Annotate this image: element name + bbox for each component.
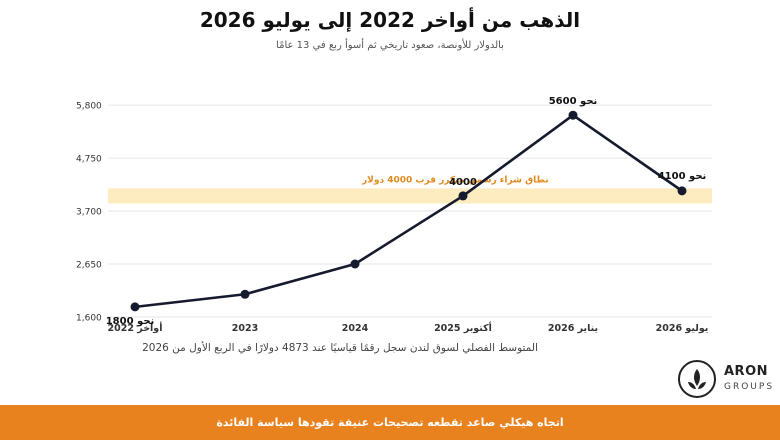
x-tick-label: يناير 2026 <box>548 323 598 334</box>
data-label: نحو 5600 <box>549 96 598 107</box>
x-tick-label: أكتوبر 2025 <box>434 321 492 334</box>
data-label: نحو 1800 <box>106 316 155 327</box>
data-point <box>677 186 687 196</box>
data-label: نحو 4100 <box>658 171 707 182</box>
band-layer: نطاق شراء رسمي متكرر قرب 4000 دولار <box>108 175 712 204</box>
x-tick-label: أواخر 2022 <box>108 321 163 334</box>
line-layer <box>130 110 687 312</box>
x-tick-label: 2023 <box>232 323 258 334</box>
label-layer: نحو 1800 4000 نحو 5600 نحو 4100 أواخر 2022 20… <box>106 96 709 334</box>
logo-subtitle: GROUPS <box>724 382 775 392</box>
chart-footnote: المتوسط الفصلي لسوق لندن سجل رقمًا قياسي… <box>142 342 538 354</box>
logo-name: ARON <box>724 364 769 379</box>
data-label: 4000 <box>449 177 477 188</box>
y-tick-label: 5,800 <box>76 102 102 112</box>
y-tick-label: 2,650 <box>76 261 102 271</box>
gold-price-line-chart: 1,600 2,650 3,700 4,750 5,800 نطاق شراء رسمي… <box>76 96 712 334</box>
aron-groups-logo: ARON GROUPS <box>678 358 778 402</box>
grid-layer: 1,600 2,650 3,700 4,750 5,800 <box>76 102 712 323</box>
chart-title: الذهب من أواخر 2022 إلى يوليو 2026 <box>199 8 581 32</box>
x-tick-label: 2024 <box>342 323 369 334</box>
x-tick-label: يوليو 2026 <box>656 323 709 334</box>
data-point <box>240 289 250 299</box>
chart-subtitle: بالدولار للأونصة، صعود تاريخي ثم أسوأ رب… <box>276 40 504 51</box>
purchase-band <box>108 188 712 204</box>
data-point <box>350 259 360 269</box>
footer-banner: اتجاه هيكلي صاعد تقطعه تصحيحات عنيفة تقو… <box>0 405 780 440</box>
band-label: نطاق شراء رسمي متكرر قرب 4000 دولار <box>361 175 549 185</box>
data-point <box>458 191 468 201</box>
data-point <box>568 110 578 120</box>
y-tick-label: 4,750 <box>76 155 102 165</box>
y-tick-label: 1,600 <box>76 313 102 323</box>
price-line <box>134 113 683 309</box>
y-tick-label: 3,700 <box>76 208 102 218</box>
data-point <box>130 302 140 312</box>
logo-emblem-icon <box>678 360 716 398</box>
